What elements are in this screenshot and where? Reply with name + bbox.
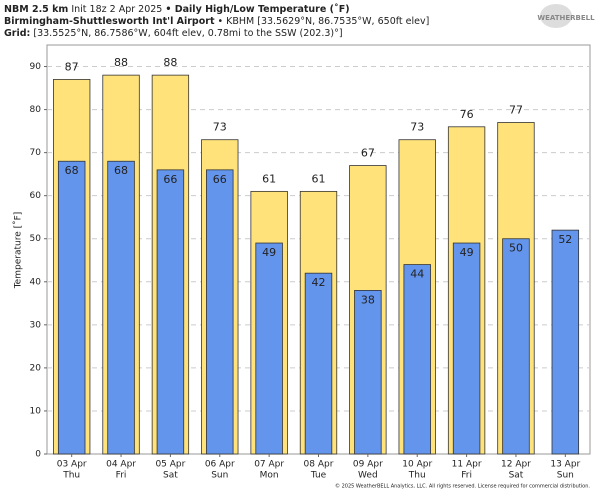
bar	[255, 242, 283, 455]
y-tick-label: 50	[30, 234, 42, 244]
x-tick-weekday: Fri	[116, 471, 127, 481]
value-label: 42	[312, 276, 326, 289]
station: Birmingham-Shuttlesworth Int'l Airport	[4, 16, 215, 27]
x-tick-label: 06 Apr	[205, 460, 235, 470]
bar	[551, 229, 580, 455]
bar	[354, 289, 382, 455]
value-label: 76	[460, 108, 474, 121]
x-tick-label: 04 Apr	[106, 460, 136, 470]
x-tick-label: 03 Apr	[57, 460, 87, 470]
x-tick-weekday: Sun	[557, 471, 574, 481]
value-label: 38	[361, 293, 375, 306]
x-tick-weekday: Sat	[163, 471, 178, 481]
y-axis-label: Temperature [˚F]	[13, 212, 24, 290]
x-tick-label: 13 Apr	[550, 460, 580, 470]
value-label: 61	[312, 172, 326, 185]
y-tick-label: 20	[30, 363, 42, 373]
bar	[156, 169, 185, 455]
x-tick-weekday: Fri	[461, 471, 472, 481]
value-label: 61	[262, 172, 276, 185]
value-label: 73	[410, 121, 424, 134]
init: Init 18z 2 Apr 2025	[71, 4, 162, 15]
x-tick-weekday: Sun	[211, 471, 228, 481]
value-label: 77	[509, 103, 523, 116]
x-tick-weekday: Sat	[509, 471, 524, 481]
x-tick-label: 05 Apr	[155, 460, 185, 470]
value-label: 49	[460, 246, 474, 259]
x-tick-weekday: Tue	[310, 471, 327, 481]
value-label: 66	[163, 173, 177, 186]
header-line-3: Grid: [33.5525°N, 86.7586°W, 604ft elev,…	[4, 28, 343, 39]
model: NBM 2.5 km	[4, 4, 68, 15]
y-tick-label: 70	[30, 148, 42, 158]
y-tick-label: 90	[30, 62, 42, 72]
x-tick-label: 09 Apr	[353, 460, 383, 470]
x-tick-label: 12 Apr	[501, 460, 531, 470]
logo-icon	[540, 4, 572, 28]
bar	[452, 242, 481, 455]
y-tick-label: 80	[30, 105, 42, 115]
x-tick-label: 11 Apr	[452, 460, 482, 470]
value-label: 88	[163, 56, 177, 69]
x-tick-weekday: Thu	[408, 471, 426, 481]
x-tick-label: 07 Apr	[254, 460, 284, 470]
value-label: 68	[65, 164, 79, 177]
value-label: 44	[410, 268, 424, 281]
x-tick-weekday: Wed	[358, 471, 378, 481]
value-label: 67	[361, 147, 375, 160]
bar	[403, 264, 431, 455]
bar	[206, 169, 234, 455]
x-tick-label: 08 Apr	[304, 460, 334, 470]
grid-label: Grid:	[4, 28, 30, 39]
value-label: 88	[114, 56, 128, 69]
logo: WEATHERBELL	[537, 14, 595, 22]
value-label: 49	[262, 246, 276, 259]
value-label: 66	[213, 173, 227, 186]
y-tick-label: 60	[30, 191, 42, 201]
value-label: 68	[114, 164, 128, 177]
grid-info: [33.5525°N, 86.7586°W, 604ft elev, 0.78m…	[33, 28, 342, 39]
bar	[502, 238, 530, 455]
station-info: • KBHM [33.5629°N, 86.7535°W, 650ft elev…	[218, 16, 430, 27]
header-line-2: Birmingham-Shuttlesworth Int'l Airport •…	[4, 16, 429, 27]
copyright: © 2025 WeatherBELL Analytics, LLC. All r…	[335, 483, 590, 490]
header-line-1: NBM 2.5 km Init 18z 2 Apr 2025 • Daily H…	[4, 4, 350, 15]
y-tick-label: 0	[35, 450, 41, 460]
x-tick-weekday: Mon	[260, 471, 279, 481]
bar	[304, 272, 333, 455]
value-label: 52	[558, 233, 572, 246]
y-tick-label: 30	[30, 320, 42, 330]
value-label: 50	[509, 242, 523, 255]
bar	[57, 160, 86, 455]
value-label: 87	[65, 60, 79, 73]
bar	[107, 160, 135, 455]
x-tick-weekday: Thu	[62, 471, 80, 481]
chart-title: • Daily High/Low Temperature (˚F)	[165, 4, 349, 15]
y-tick-label: 40	[30, 277, 42, 287]
value-label: 73	[213, 121, 227, 134]
x-tick-label: 10 Apr	[402, 460, 432, 470]
y-tick-label: 10	[30, 406, 42, 416]
